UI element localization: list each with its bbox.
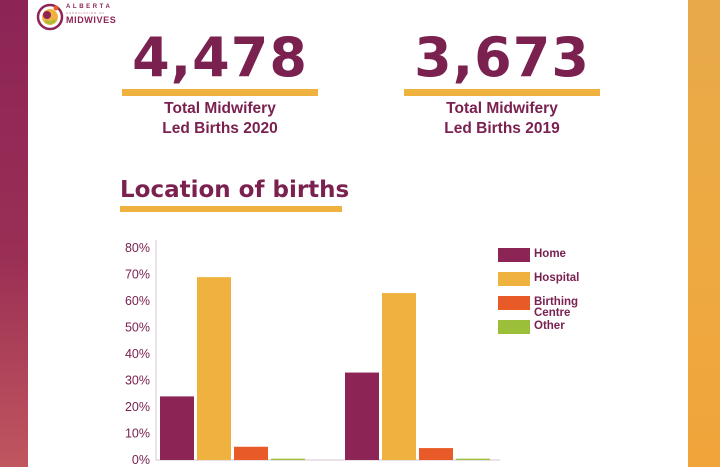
y-tick-label: 10% [125,427,150,441]
legend-swatch [498,320,530,334]
y-tick-label: 40% [125,347,150,361]
legend-label: Hospital [534,272,580,284]
y-tick-label: 30% [125,374,150,388]
legend-label: Other [534,320,565,332]
section-title: Location of births [120,177,350,203]
y-tick-label: 70% [125,268,150,282]
logo-bottom-text: MIDWIVES [66,15,117,25]
y-tick-label: 0% [132,453,150,467]
logo-middle-text: ASSOCIATION OF [66,11,106,15]
legend-label: Home [534,248,566,260]
stat-label-2020: Total Midwifery Led Births 2020 [162,100,278,137]
stat-number-2020: 4,478 [132,26,308,89]
y-tick-label: 80% [125,241,150,255]
legend-swatch [498,248,530,262]
bar-hospital-2 [382,293,416,460]
stat-2019: 3,673 Total Midwifery Led Births 2019 [402,30,602,139]
location-bar-chart: 80% 70% 60% 50% 40% 30% 20% 10% 0% [125,240,500,467]
stat-2020: 4,478 Total Midwifery Led Births 2020 [120,30,320,139]
stat-label-2019: Total Midwifery Led Births 2019 [444,100,560,137]
section-underline [120,206,342,212]
legend-label: Birthing Centre [534,296,579,319]
left-gradient-border [0,0,28,467]
legend-swatch [498,272,530,286]
bar-other-2 [456,458,490,460]
bar-other-1 [271,458,305,460]
stat-underline-2019 [404,89,600,96]
legend-swatch [498,296,530,310]
y-tick-label: 50% [125,321,150,335]
logo-top-text: ALBERTA [66,4,113,10]
y-tick-label: 60% [125,294,150,308]
logo-mark-icon [36,3,64,31]
right-gradient-border [688,0,720,467]
bar-birthing-centre-1 [234,446,268,460]
bar-home-1 [160,396,194,460]
bar-hospital-1 [197,277,231,460]
bar-birthing-centre-2 [419,448,453,460]
stat-number-2019: 3,673 [414,26,590,89]
bar-home-2 [345,372,379,460]
y-tick-label: 20% [125,400,150,414]
association-logo: ALBERTA ASSOCIATION OF MIDWIVES [36,3,146,33]
stat-underline-2020 [122,89,318,96]
